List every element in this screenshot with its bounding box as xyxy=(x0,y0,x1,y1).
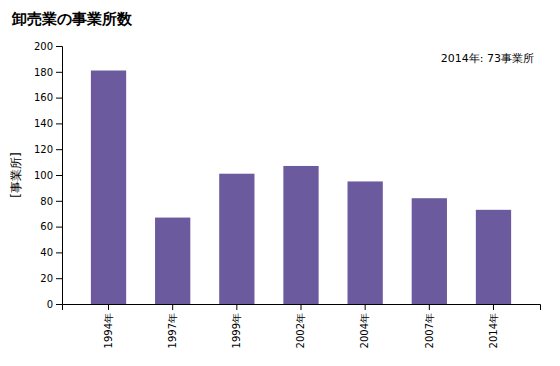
tick-label: 120 xyxy=(34,144,53,155)
tick-label: 2007年 xyxy=(424,313,435,348)
tick-mark xyxy=(56,278,62,279)
tick-label: 1994年 xyxy=(103,313,114,348)
tick-mark xyxy=(108,304,109,310)
tick: 200 xyxy=(34,41,62,52)
tick: 20 xyxy=(40,273,62,284)
tick: 100 xyxy=(34,170,62,181)
tick-mark xyxy=(56,252,62,253)
bar xyxy=(412,198,447,304)
tick-mark xyxy=(56,201,62,202)
x-axis: 1994年 1997年 1999年 2002年 2004年 2007年 2014年 xyxy=(63,304,541,348)
bar xyxy=(155,218,190,304)
tick-mark xyxy=(56,123,62,124)
tick-label: 180 xyxy=(34,67,53,78)
tick: 140 xyxy=(34,118,62,129)
tick-label: 2014年 xyxy=(488,313,499,348)
bar xyxy=(91,71,126,304)
tick: 1997年 xyxy=(167,304,178,348)
bar xyxy=(476,210,511,304)
tick-label: 200 xyxy=(34,41,53,52)
tick-label: 2002年 xyxy=(295,313,306,348)
tick: 180 xyxy=(34,67,62,78)
tick: 1999年 xyxy=(231,304,242,348)
bar xyxy=(283,166,318,304)
y-axis-title: [事業所] xyxy=(9,152,23,197)
tick-label: 60 xyxy=(40,221,53,232)
tick-label: 1997年 xyxy=(167,313,178,348)
axis-line xyxy=(63,305,541,311)
plot-area: 0204060801001201401601802001994年1997年199… xyxy=(34,41,541,349)
tick-mark xyxy=(365,304,366,310)
axis-line xyxy=(56,47,63,305)
tick: 160 xyxy=(34,92,62,103)
title: 卸売業の事業所数 xyxy=(11,10,133,28)
tick: 60 xyxy=(40,221,62,232)
tick-mark xyxy=(236,304,237,310)
tick-label: 20 xyxy=(40,273,53,284)
tick: 40 xyxy=(40,247,62,258)
tick-label: 0 xyxy=(47,299,53,310)
tick: 80 xyxy=(40,196,62,207)
annotation: 2014年: 73事業所 xyxy=(441,52,534,65)
tick-mark xyxy=(56,98,62,99)
tick-mark xyxy=(172,304,173,310)
y-axis: 0 20 40 60 80 100 120 140 160 180 200 xyxy=(34,41,63,310)
tick: 0 xyxy=(47,299,62,310)
tick-label: 140 xyxy=(34,118,53,129)
tick: 2002年 xyxy=(295,304,306,348)
tick: 2004年 xyxy=(359,304,370,348)
chart: 0204060801001201401601802001994年1997年199… xyxy=(0,0,560,366)
tick-mark xyxy=(301,304,302,310)
tick-mark xyxy=(56,46,62,47)
tick-label: 160 xyxy=(34,92,53,103)
tick-mark xyxy=(56,149,62,150)
tick-mark xyxy=(56,175,62,176)
bar xyxy=(348,181,383,304)
tick-label: 2004年 xyxy=(359,313,370,348)
tick: 1994年 xyxy=(103,304,114,348)
tick: 2007年 xyxy=(424,304,435,348)
tick: 2014年 xyxy=(488,304,499,348)
tick-mark xyxy=(56,227,62,228)
tick-label: 80 xyxy=(40,196,53,207)
bar xyxy=(219,174,254,304)
tick-mark xyxy=(429,304,430,310)
bars xyxy=(91,71,511,304)
tick-label: 1999年 xyxy=(231,313,242,348)
tick-label: 40 xyxy=(40,247,53,258)
tick-mark xyxy=(56,304,62,305)
tick-label: 100 xyxy=(34,170,53,181)
tick: 120 xyxy=(34,144,62,155)
tick-mark xyxy=(493,304,494,310)
tick-mark xyxy=(56,72,62,73)
